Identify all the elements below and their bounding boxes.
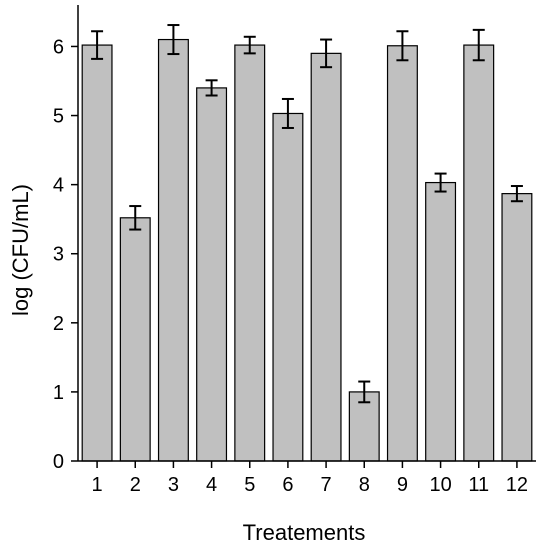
bar-6: [272, 112, 304, 462]
x-tick-label-3: 3: [168, 474, 179, 496]
y-tick-label-4: 4: [53, 175, 64, 197]
x-tick-label-8: 8: [359, 474, 370, 496]
x-tick-label-9: 9: [397, 474, 408, 496]
error-bar-4: [205, 79, 218, 97]
bar-10: [425, 181, 457, 462]
error-bar-1: [91, 30, 104, 60]
error-bar-3: [167, 24, 180, 56]
error-bar-11: [472, 28, 485, 62]
x-ticks-group: 1 2 3 4 5 6 7 8 9 10 11 12: [92, 461, 528, 496]
x-tick-label-4: 4: [206, 474, 217, 496]
bar-11: [463, 44, 495, 462]
x-tick-label-12: 12: [506, 474, 528, 496]
bar-1: [81, 44, 113, 462]
error-bar-10: [434, 172, 447, 193]
bar-12: [501, 193, 533, 462]
y-tick-label-0: 0: [53, 451, 64, 473]
x-tick-label-1: 1: [92, 474, 103, 496]
error-bar-9: [396, 30, 409, 62]
error-bar-2: [129, 205, 142, 231]
error-bar-8: [358, 380, 371, 404]
y-ticks-group: 0 1 2 3 4 5 6: [53, 36, 78, 473]
y-tick-label-3: 3: [53, 244, 64, 266]
bar-3: [157, 38, 189, 462]
y-tick-label-5: 5: [53, 106, 64, 128]
x-tick-label-5: 5: [244, 474, 255, 496]
bar-7: [310, 52, 342, 462]
x-axis-title: Treatements: [243, 520, 366, 545]
x-tick-label-10: 10: [429, 474, 451, 496]
x-tick-label-2: 2: [130, 474, 141, 496]
bars-group: [81, 38, 533, 462]
x-tick-label-7: 7: [321, 474, 332, 496]
x-tick-label-6: 6: [282, 474, 293, 496]
error-bars-group: [91, 24, 523, 404]
y-tick-label-6: 6: [53, 36, 64, 58]
error-bar-7: [320, 38, 333, 69]
bar-9: [386, 45, 418, 462]
error-bar-12: [510, 185, 523, 203]
bar-8: [348, 391, 380, 462]
y-tick-label-2: 2: [53, 313, 64, 335]
y-tick-label-1: 1: [53, 382, 64, 404]
bar-4: [196, 87, 228, 462]
error-bar-6: [281, 97, 294, 129]
bar-2: [119, 217, 151, 462]
y-axis-title: log (CFU/mL): [8, 184, 33, 316]
x-tick-label-11: 11: [468, 474, 489, 496]
error-bar-5: [243, 35, 256, 55]
bar-5: [234, 44, 266, 462]
